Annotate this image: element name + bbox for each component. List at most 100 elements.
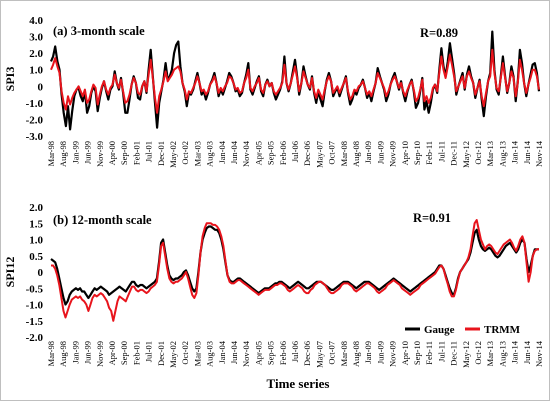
panel-b-y-tick-label: 1.0 xyxy=(29,235,43,247)
panel-b-x-tick-label: Jul-11 xyxy=(436,341,446,362)
panel-a-x-tick-label: Apr-00 xyxy=(107,141,117,165)
panel-b-x-tick-label: Feb-01 xyxy=(131,341,141,365)
panel-a-x-tick-label: Nov-99 xyxy=(95,141,105,167)
legend-gauge-label: Gauge xyxy=(424,324,455,336)
panel-b-series-trmm-line xyxy=(51,219,539,322)
panel-a-x-tick-label: Jan-14 xyxy=(510,140,520,163)
panel-a-x-tick-label: Sep-00 xyxy=(119,141,129,165)
legend-trmm-label: TRMM xyxy=(484,324,521,336)
panel-b-x-tick-label: Sep-00 xyxy=(119,341,129,365)
panel-a-r-value: R=0.89 xyxy=(420,26,458,40)
panel-a-y-tick-label: -2.0 xyxy=(26,114,44,126)
panel-a-x-tick-label: Dec-01 xyxy=(156,141,166,166)
panel-b-x-tick-label: Oct-07 xyxy=(327,341,337,365)
panel-a-x-tick-label: Nov-14 xyxy=(534,140,544,167)
panel-b-x-tick-label: Dec-01 xyxy=(156,341,166,366)
panel-b-x-tick-label: Nov-14 xyxy=(534,340,544,367)
panel-a-x-tick-label: Jul-01 xyxy=(144,141,154,162)
panel-a-3-month: (a) 3-month scale R=0.89 SPI3 4.0 3.0 2.0 1… xyxy=(3,15,544,168)
panel-b-x-tick-label: Nov-09 xyxy=(388,341,398,367)
panel-b-title: (b) 12-month scale xyxy=(53,213,152,227)
panel-a-x-tick-label: Jun-09 xyxy=(375,141,385,164)
panel-b-y-axis-label: SPI12 xyxy=(3,257,17,288)
panel-b-x-tick-label: Sep-10 xyxy=(412,341,422,365)
panel-b-x-tick-label: Jun-14 xyxy=(522,340,532,364)
panel-a-x-tick-label: Jan-99 xyxy=(70,141,80,164)
panel-b-x-tick-label: Jun-04 xyxy=(229,340,239,364)
panel-a-x-tick-label: Oct-12 xyxy=(473,141,483,165)
panel-b-x-tick-label: Jun-99 xyxy=(83,341,93,364)
panel-a-x-tick-label: Jan-09 xyxy=(363,141,373,164)
panel-b-y-tick-label: -1.0 xyxy=(26,300,44,312)
panel-b-x-tick-label: Apr-10 xyxy=(400,341,410,365)
panel-b-x-tick-label: Oct-02 xyxy=(180,341,190,365)
panel-a-x-tick-label: Jul-06 xyxy=(290,141,300,162)
panel-a-y-tick-label: -1.0 xyxy=(26,98,44,110)
panel-b-y-tick-label: 0 xyxy=(38,267,44,279)
panel-b-x-tick-label: Jan-99 xyxy=(70,341,80,364)
panel-a-x-tick-label: May-07 xyxy=(314,141,324,168)
panel-b-x-tick-label: Jul-01 xyxy=(144,341,154,362)
panel-a-series-trmm-line xyxy=(50,48,540,114)
panel-b-x-tick-label: Mar-08 xyxy=(339,341,349,366)
panel-a-x-tick-label: Sep-10 xyxy=(412,141,422,165)
panel-b-y-tick-label: 0.5 xyxy=(29,251,43,263)
panel-a-x-tick-label: Nov-04 xyxy=(241,140,251,167)
panel-a-x-tick-label: Apr-05 xyxy=(253,141,263,165)
panel-a-series xyxy=(49,30,541,131)
legend: Gauge TRMM xyxy=(405,324,521,336)
panel-b-12-month: (b) 12-month scale R=0.91 SPI12 2.0 1.5 1.… xyxy=(3,202,544,368)
panel-b-y-tick-label: -0.5 xyxy=(26,283,44,295)
panel-a-x-tick-label: Jun-99 xyxy=(83,141,93,164)
panel-b-x-tick-label: Aug-03 xyxy=(205,341,215,367)
panel-b-x-tick-label: Jul-06 xyxy=(290,341,300,362)
panel-b-x-ticks: Mar-98 Aug-98 Jan-99 Jun-99 Nov-99 Apr-00 Sep-… xyxy=(46,340,544,368)
panel-b-x-tick-label: Mar-13 xyxy=(485,341,495,366)
panel-b-x-tick-label: May-12 xyxy=(461,341,471,368)
panel-b-x-tick-label: Jan-14 xyxy=(510,340,520,363)
panel-b-x-tick-label: Nov-04 xyxy=(241,340,251,367)
panel-a-x-tick-label: Sep-05 xyxy=(266,141,276,165)
panel-b-x-tick-label: Apr-05 xyxy=(253,341,263,365)
x-axis-title: Time series xyxy=(267,376,330,391)
panel-b-x-tick-label: Nov-99 xyxy=(95,341,105,367)
panel-b-x-tick-label: Feb-06 xyxy=(278,341,288,365)
panel-a-x-tick-label: Feb-01 xyxy=(131,141,141,165)
panel-b-x-tick-label: Jan-09 xyxy=(363,341,373,364)
panel-a-x-tick-label: Jun-14 xyxy=(522,140,532,164)
panel-a-x-tick-label: Feb-06 xyxy=(278,141,288,165)
panel-b-x-tick-label: Feb-11 xyxy=(424,341,434,365)
panel-a-y-tick-label: 1.0 xyxy=(29,65,43,77)
panel-a-x-tick-label: Aug-03 xyxy=(205,141,215,167)
panel-a-x-tick-label: Feb-11 xyxy=(424,141,434,165)
panel-a-x-tick-label: Jul-11 xyxy=(436,141,446,162)
panel-a-x-tick-label: Mar-13 xyxy=(485,141,495,166)
panel-a-x-tick-label: May-02 xyxy=(168,141,178,168)
panel-a-title: (a) 3-month scale xyxy=(53,24,145,38)
panel-b-y-tick-label: -1.5 xyxy=(26,316,44,328)
panel-a-x-tick-label: Oct-07 xyxy=(327,141,337,165)
panel-a-x-tick-label: Mar-98 xyxy=(46,141,56,166)
panel-a-x-tick-label: Apr-10 xyxy=(400,141,410,165)
panel-a-x-tick-label: Jun-04 xyxy=(229,140,239,164)
panel-b-y-tick-label: -2.0 xyxy=(26,332,44,344)
panel-b-series xyxy=(50,219,539,322)
panel-b-x-tick-label: Mar-03 xyxy=(192,341,202,366)
panel-a-y-tick-label: 0 xyxy=(38,81,44,93)
panel-a-y-ticks: 4.0 3.0 2.0 1.0 0 -1.0 -2.0 -3.0 xyxy=(26,15,44,143)
panel-b-y-tick-label: 1.5 xyxy=(29,218,43,230)
panel-b-x-tick-label: Jun-09 xyxy=(375,341,385,364)
panel-b-x-tick-label: Mar-98 xyxy=(46,341,56,366)
panel-a-y-tick-label: 2.0 xyxy=(29,48,43,60)
panel-b-r-value: R=0.91 xyxy=(413,211,451,225)
panel-a-x-ticks: Mar-98 Aug-98 Jan-99 Jun-99 Nov-99 Apr-00 Sep-… xyxy=(46,140,544,168)
panel-a-x-tick-label: Dec-11 xyxy=(449,141,459,166)
panel-b-y-tick-label: 2.0 xyxy=(29,202,43,214)
panel-b-x-tick-label: Dec-06 xyxy=(302,341,312,366)
panel-a-y-tick-label: 4.0 xyxy=(29,15,43,27)
panel-b-x-tick-label: Apr-00 xyxy=(107,341,117,365)
panel-a-x-tick-label: Nov-09 xyxy=(388,141,398,167)
panel-b-x-tick-label: Jan-04 xyxy=(217,340,227,363)
